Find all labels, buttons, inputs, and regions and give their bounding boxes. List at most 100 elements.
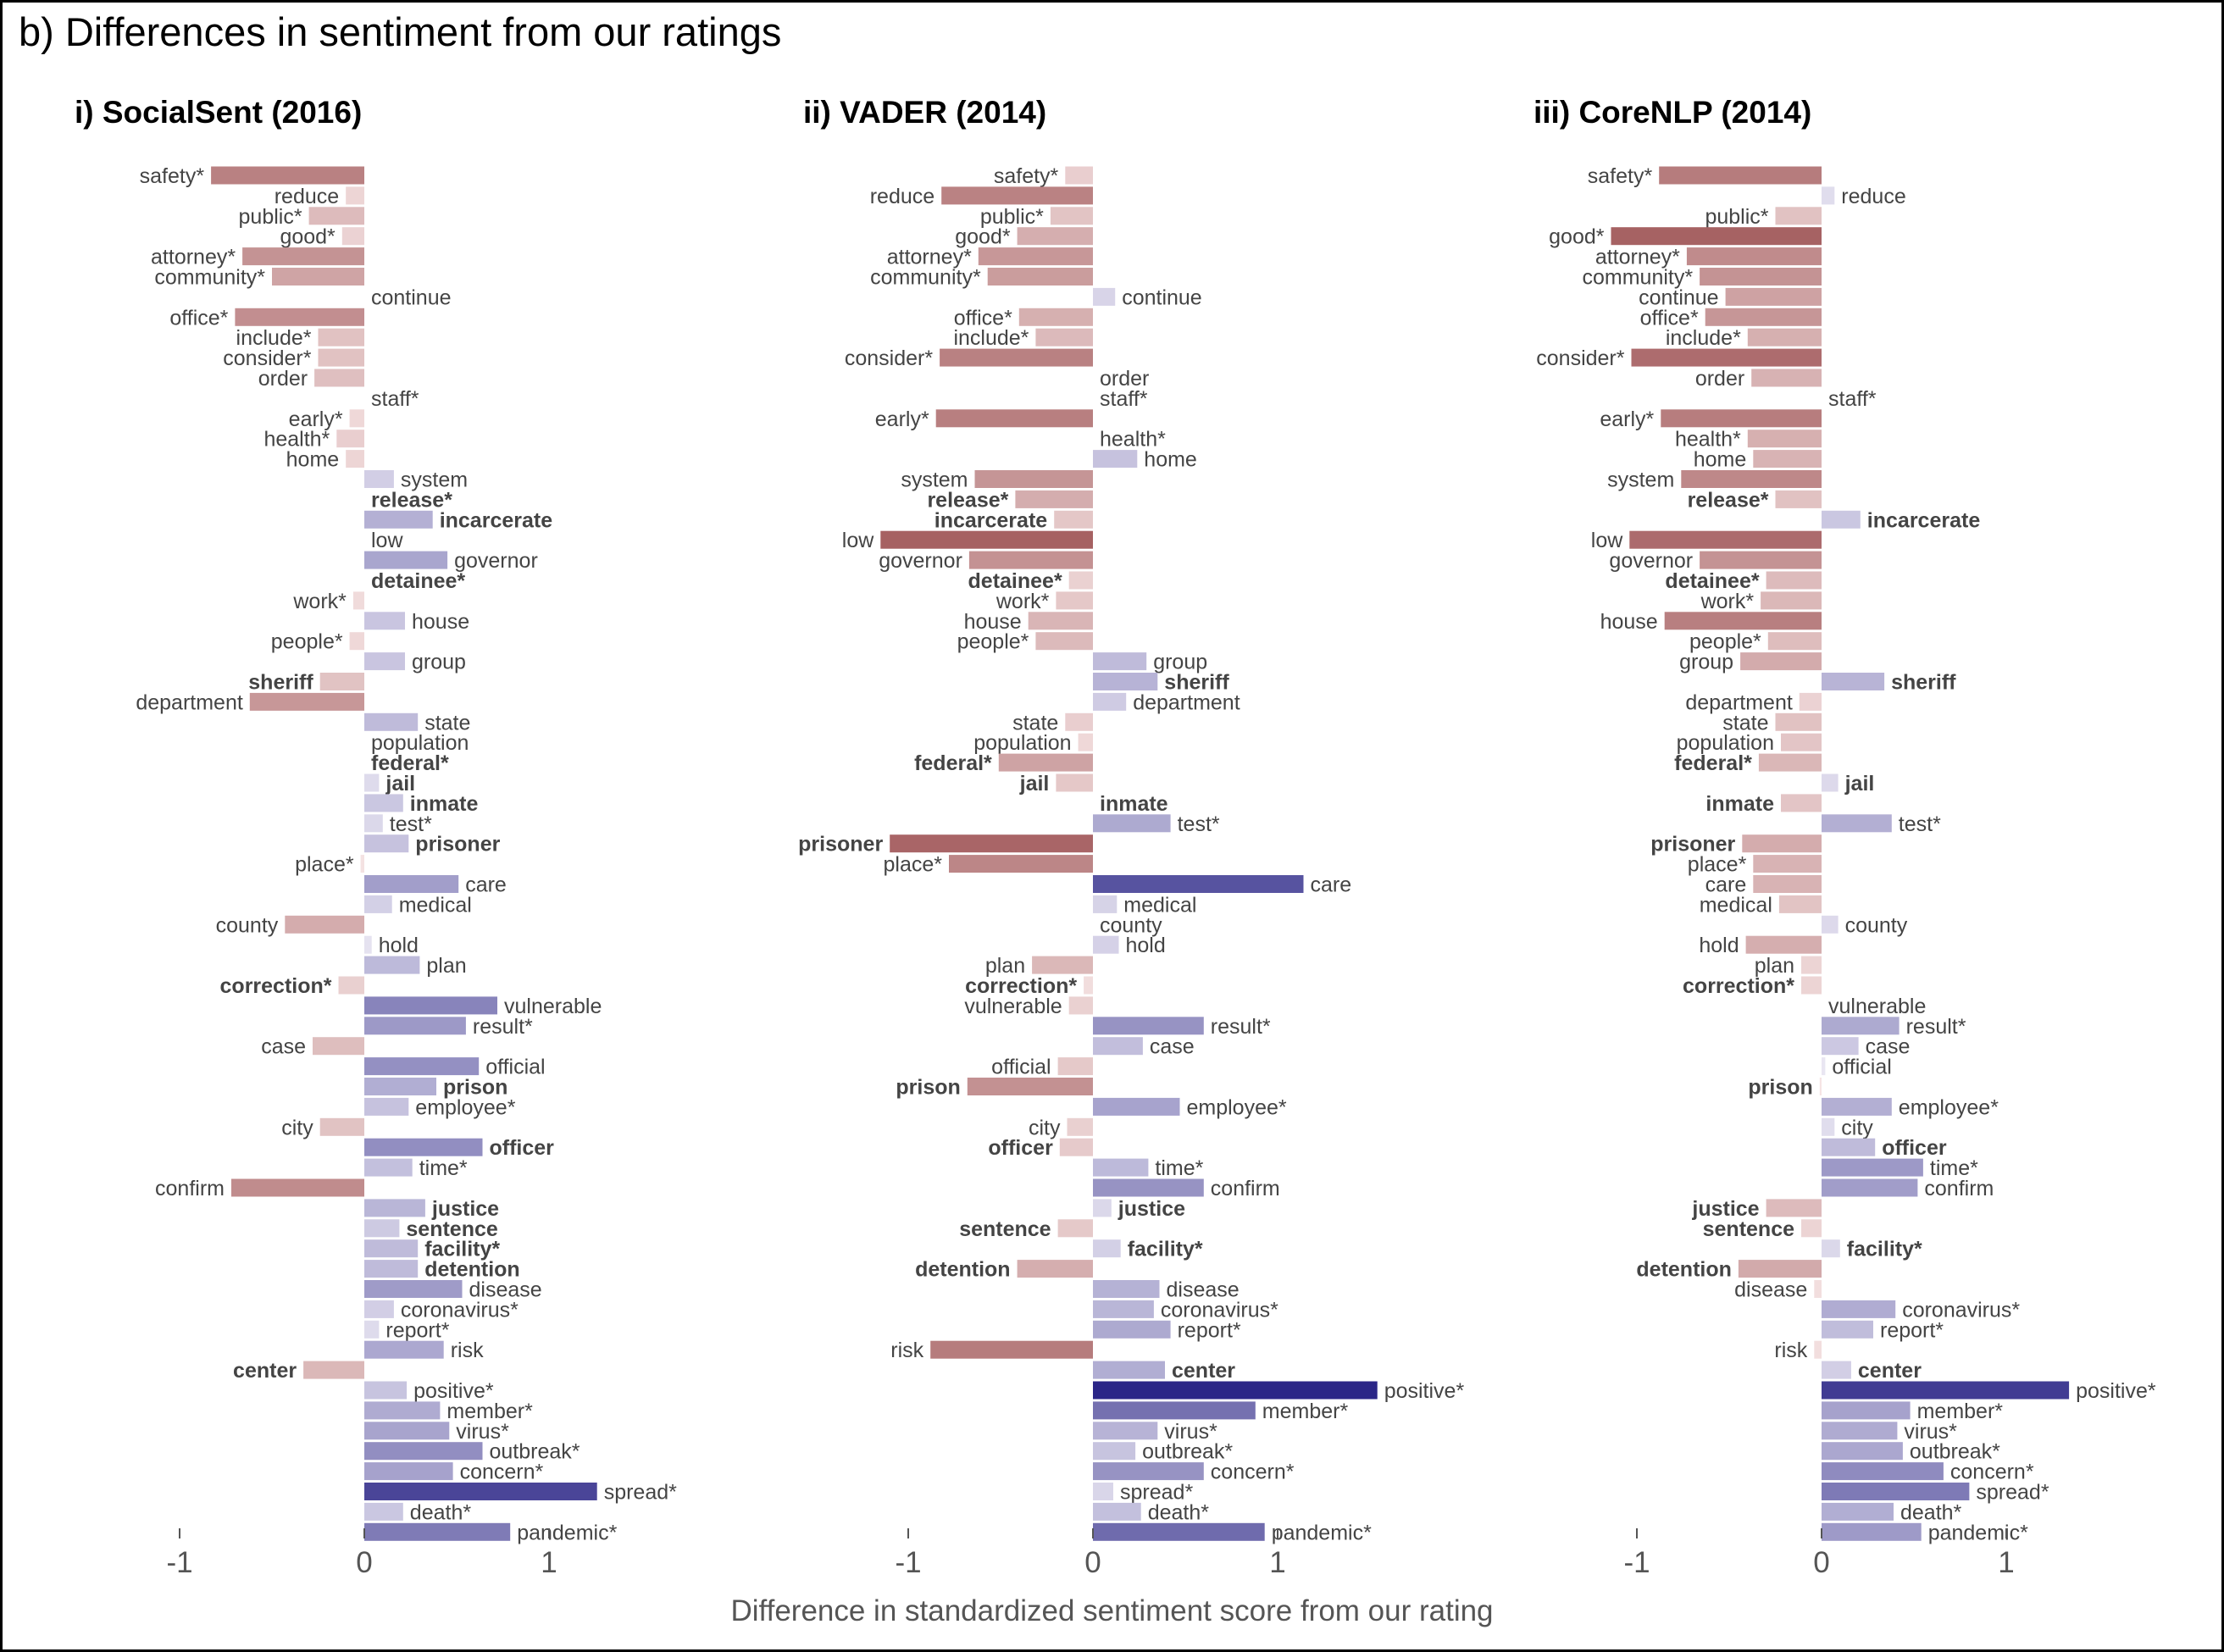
- bar: [1093, 895, 1118, 913]
- bar: [364, 1340, 444, 1359]
- bar: [1822, 186, 1835, 205]
- bar-label: department: [1685, 690, 1793, 714]
- bar: [364, 1239, 419, 1258]
- bar-label: hold: [1699, 934, 1739, 957]
- bar-label: group: [1679, 651, 1733, 674]
- bar-label: outbreak*: [1142, 1440, 1233, 1464]
- bar-label: continue: [1639, 285, 1719, 309]
- bar-label: concern*: [460, 1461, 544, 1484]
- bar: [364, 1381, 408, 1400]
- bar: [1093, 1462, 1204, 1481]
- bar-label: virus*: [1904, 1420, 1957, 1444]
- bar: [349, 632, 364, 651]
- bar-label: place*: [884, 853, 943, 877]
- bar-label: reduce: [275, 185, 339, 208]
- bar: [1747, 430, 1822, 448]
- bar-label: office*: [954, 306, 1012, 330]
- bar-label: center: [233, 1359, 297, 1383]
- bar: [974, 470, 1093, 488]
- bar-label: public*: [239, 205, 302, 229]
- bar: [1822, 915, 1839, 934]
- x-axis-label: Difference in standardized sentiment sco…: [730, 1594, 1494, 1627]
- bar-label: health*: [263, 428, 330, 452]
- bar: [364, 1300, 394, 1318]
- bar: [998, 753, 1093, 772]
- bar: [1028, 612, 1093, 630]
- bar: [1822, 1381, 2070, 1400]
- bar-label: sentence: [406, 1217, 497, 1241]
- bar: [1822, 773, 1839, 792]
- bar: [1686, 247, 1822, 266]
- bar: [1822, 1017, 1900, 1035]
- bar-label: state: [424, 711, 470, 735]
- bar-label: governor: [1609, 549, 1693, 573]
- bar: [1068, 571, 1093, 590]
- bar-label: concern*: [1950, 1461, 2034, 1484]
- bar-label: order: [1695, 367, 1744, 391]
- bar-label: public*: [980, 205, 1044, 229]
- bar: [1801, 976, 1822, 995]
- bar-label: outbreak*: [490, 1440, 580, 1464]
- bar-label: vulnerable: [1828, 995, 1926, 1018]
- bar-label: county: [216, 913, 279, 937]
- x-tick-label: 1: [1998, 1546, 2014, 1579]
- bar-label: pandemic*: [1928, 1521, 2028, 1544]
- bar: [364, 612, 405, 630]
- bar: [1758, 753, 1822, 772]
- bar: [364, 1057, 480, 1076]
- bar-label: governor: [879, 549, 962, 573]
- bar-label: sheriff: [248, 671, 313, 695]
- bar-label: governor: [454, 549, 538, 573]
- bar: [346, 186, 364, 205]
- bar: [1751, 369, 1822, 387]
- bar: [1611, 227, 1822, 246]
- bar: [1093, 1239, 1121, 1258]
- bar: [1054, 510, 1093, 529]
- bar: [1093, 1097, 1180, 1116]
- bar: [1093, 1361, 1165, 1379]
- bar: [1822, 1239, 1840, 1258]
- bar-label: inmate: [410, 792, 479, 816]
- bar-label: health*: [1675, 428, 1741, 452]
- bar-label: safety*: [1588, 164, 1653, 188]
- bar-label: care: [465, 873, 507, 897]
- bar-label: people*: [1689, 630, 1761, 654]
- bar-label: system: [1607, 468, 1674, 492]
- bar: [890, 834, 1093, 853]
- bar: [318, 348, 364, 367]
- bar-label: medical: [399, 893, 472, 917]
- bar: [1093, 1300, 1154, 1318]
- bar-label: care: [1311, 873, 1352, 897]
- bar: [319, 1117, 364, 1136]
- bar: [211, 166, 364, 185]
- bar: [1738, 1260, 1822, 1278]
- bar: [319, 673, 364, 690]
- bar-label: sheriff: [1164, 671, 1229, 695]
- bar-label: detention: [424, 1258, 520, 1282]
- bar-label: case: [261, 1035, 306, 1059]
- bar: [1093, 1381, 1378, 1400]
- panel-title: i) SocialSent (2016): [75, 95, 362, 130]
- bar: [1822, 1178, 1918, 1197]
- bar: [1822, 1422, 1898, 1440]
- bar: [364, 510, 433, 529]
- bar: [364, 1260, 419, 1278]
- bar-label: group: [1153, 651, 1207, 674]
- bar: [1801, 956, 1822, 974]
- bar-label: confirm: [155, 1177, 225, 1200]
- bar-label: federal*: [371, 751, 449, 775]
- bar: [364, 1522, 511, 1541]
- bar-label: coronavirus*: [1161, 1298, 1278, 1322]
- bar-label: employee*: [415, 1095, 515, 1119]
- bar-label: good*: [280, 225, 336, 249]
- bar-label: include*: [953, 326, 1029, 350]
- bar-label: report*: [1178, 1318, 1241, 1342]
- bar: [303, 1361, 364, 1379]
- bar: [272, 268, 364, 285]
- bar: [1017, 227, 1093, 246]
- bar: [364, 996, 497, 1015]
- bar-label: system: [401, 468, 468, 492]
- bar: [1700, 551, 1822, 569]
- bar: [1659, 166, 1822, 185]
